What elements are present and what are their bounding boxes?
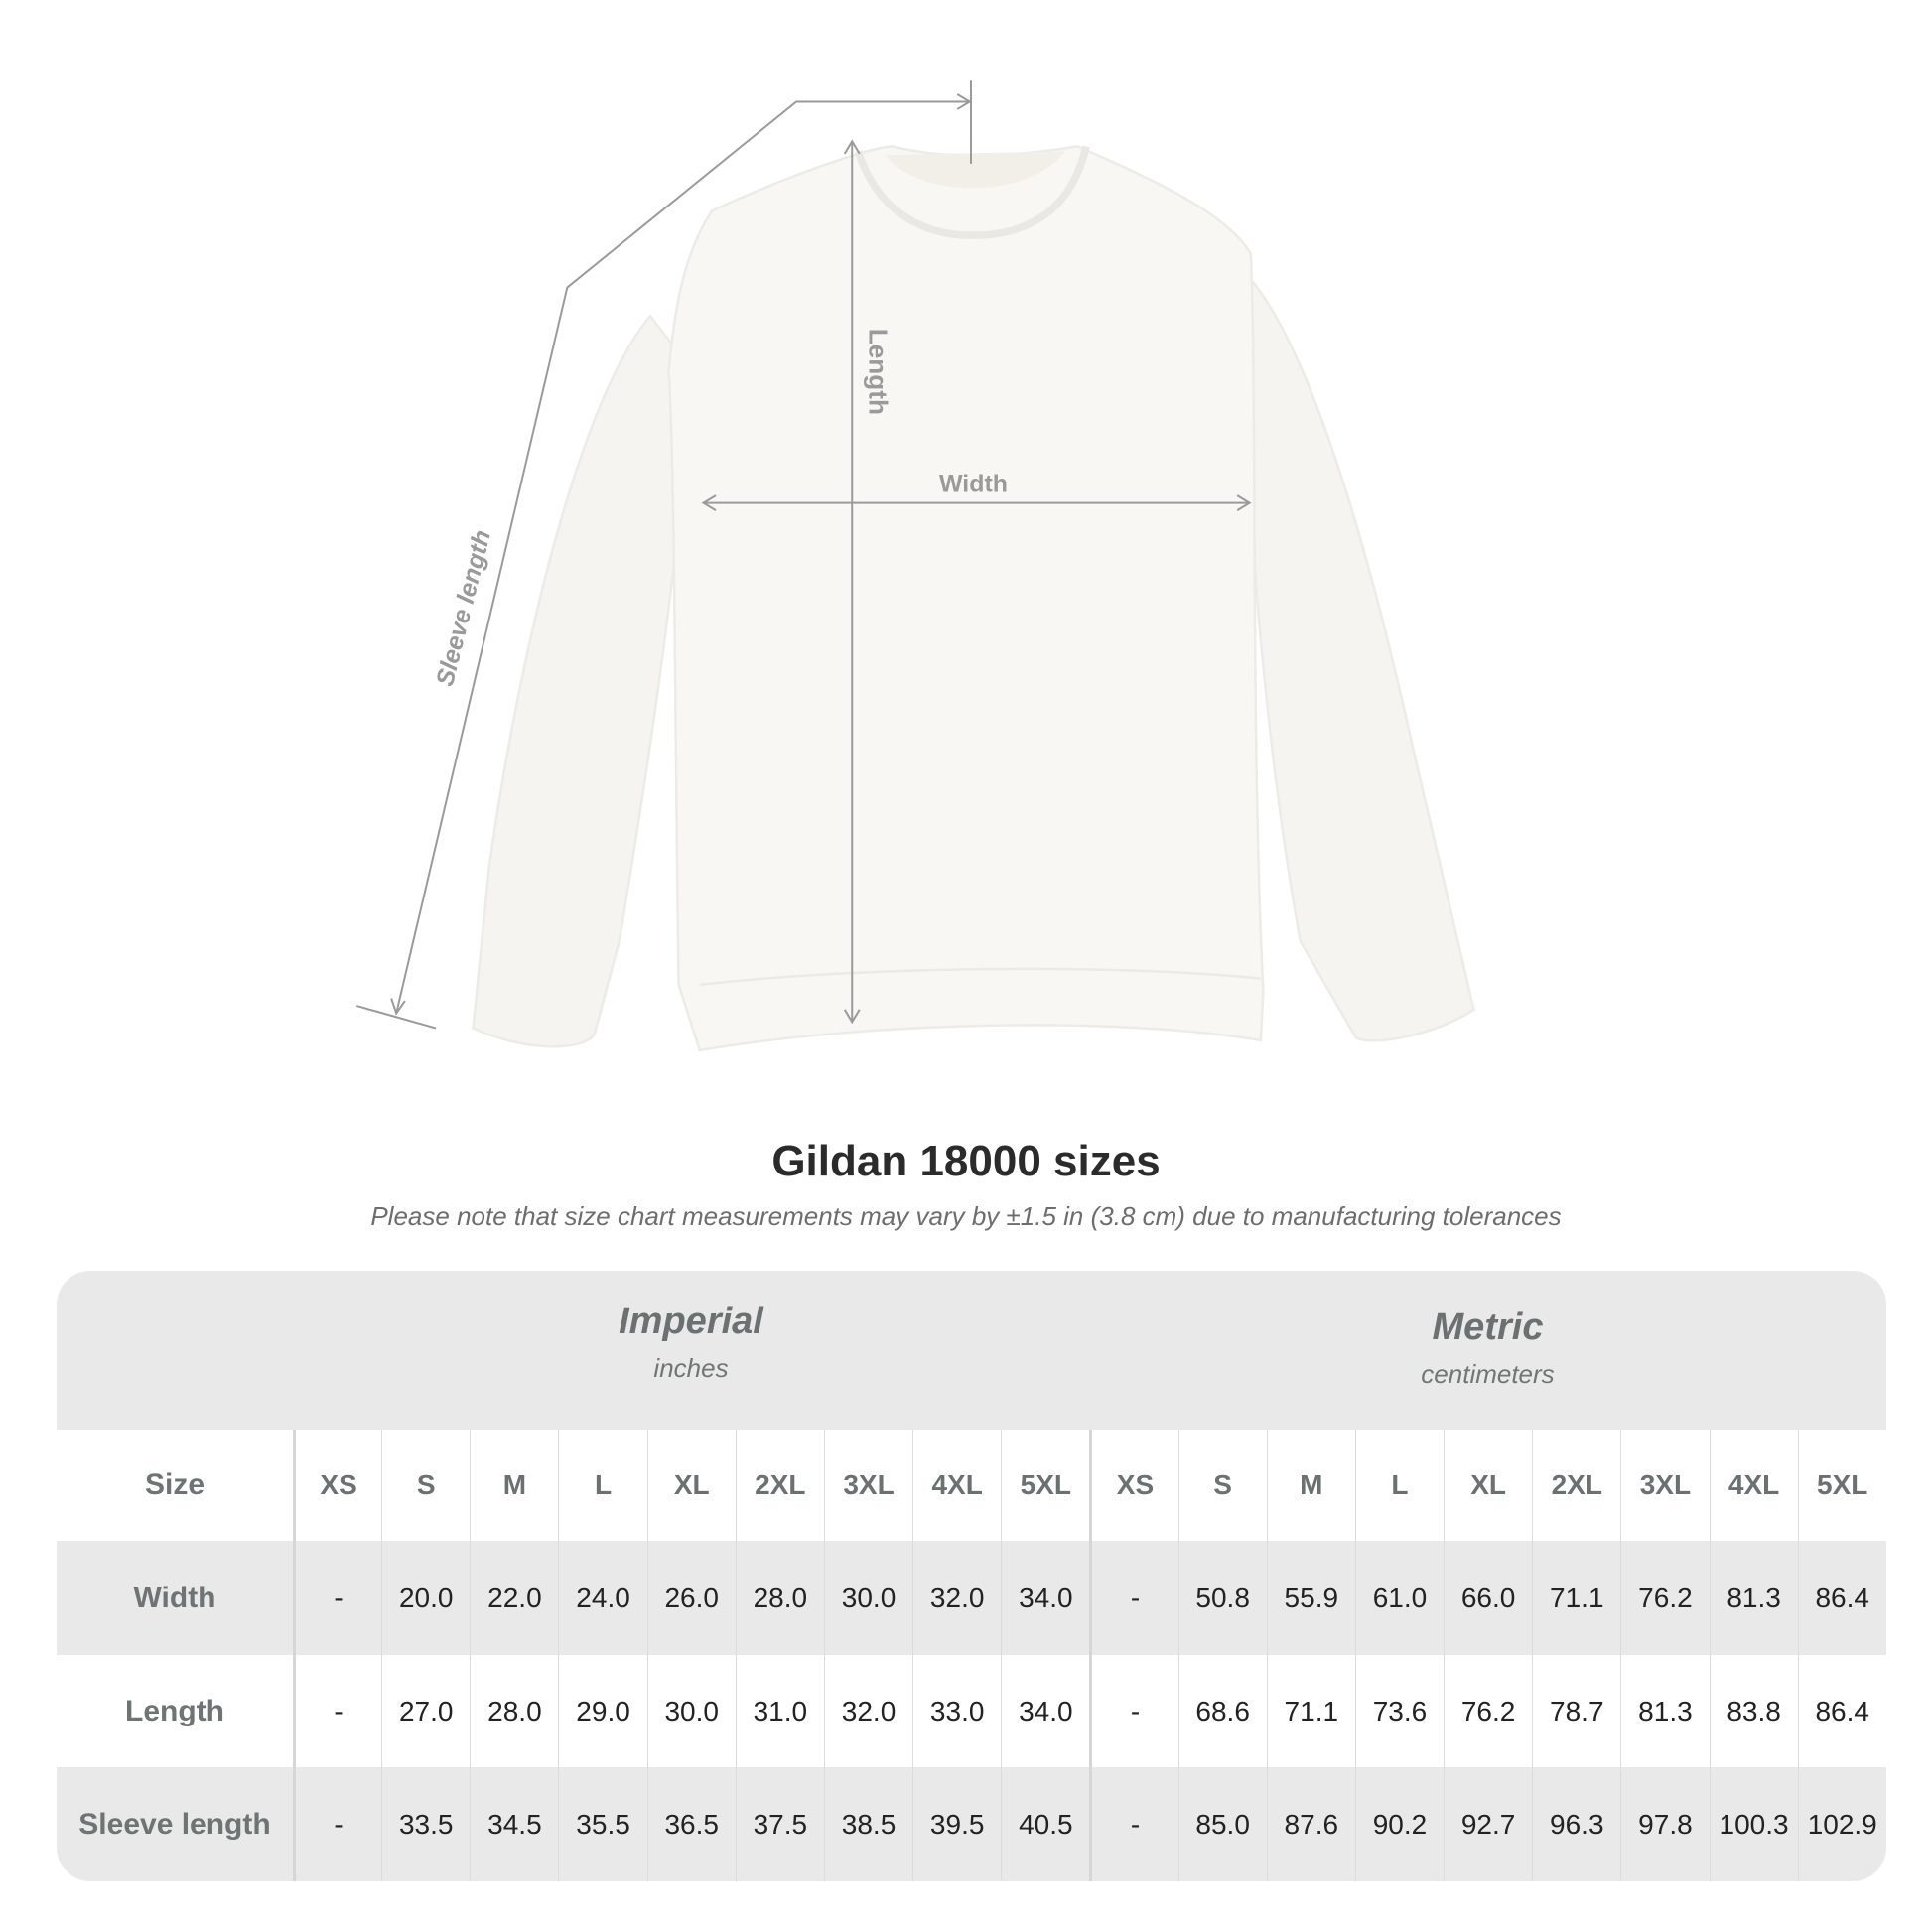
metric-value-cell: - xyxy=(1089,1655,1177,1767)
metric-value-cell: 86.4 xyxy=(1797,1655,1886,1767)
metric-title: Metric xyxy=(1432,1307,1544,1348)
metric-value-cell: 78.7 xyxy=(1532,1655,1620,1767)
width-label: Width xyxy=(939,470,1008,497)
imperial-value-cell: 38.5 xyxy=(823,1767,912,1881)
metric-value-cell: 55.9 xyxy=(1266,1541,1355,1655)
imperial-unit: inches xyxy=(653,1353,729,1383)
metric-value-cell: 71.1 xyxy=(1532,1541,1620,1655)
imperial-value-cell: 20.0 xyxy=(381,1541,470,1655)
metric-size-header: 4XL xyxy=(1709,1430,1798,1541)
imperial-value-cell: 30.0 xyxy=(646,1655,736,1767)
measurement-lines xyxy=(355,80,1252,1030)
metric-size-header: 2XL xyxy=(1532,1430,1620,1541)
imperial-value-cell: 24.0 xyxy=(558,1541,646,1655)
imperial-value-cell: 39.5 xyxy=(912,1767,1001,1881)
imperial-value-cell: 34.5 xyxy=(470,1767,558,1881)
size-header-row: Size XS S M L XL 2XL 3XL 4XL 5XL XS S M L XL 2XL 3XL 4XL 5… xyxy=(57,1430,1886,1541)
imperial-value-cell: - xyxy=(293,1767,381,1881)
metric-value-cell: 102.9 xyxy=(1797,1767,1886,1881)
metric-size-header: XL xyxy=(1444,1430,1532,1541)
imperial-size-header: XS xyxy=(293,1430,381,1541)
table-row: Length -27.0 28.0 29.0 30.0 31.0 32.0 33.0 34.0-… xyxy=(57,1655,1886,1767)
imperial-value-cell: - xyxy=(293,1541,381,1655)
imperial-size-header: S xyxy=(381,1430,470,1541)
row-label: Width xyxy=(133,1581,216,1614)
imperial-value-cell: 33.5 xyxy=(381,1767,470,1881)
imperial-size-header: XL xyxy=(646,1430,736,1541)
imperial-value-cell: 33.0 xyxy=(912,1655,1001,1767)
table-header-band xyxy=(57,1271,1886,1430)
metric-size-header: 5XL xyxy=(1797,1430,1886,1541)
metric-value-cell: 76.2 xyxy=(1620,1541,1709,1655)
metric-value-cell: 97.8 xyxy=(1620,1767,1709,1881)
metric-value-cell: 87.6 xyxy=(1266,1767,1355,1881)
imperial-value-cell: 34.0 xyxy=(1001,1541,1089,1655)
metric-value-cell: 81.3 xyxy=(1709,1541,1798,1655)
metric-value-cell: 83.8 xyxy=(1709,1655,1798,1767)
metric-size-header: L xyxy=(1354,1430,1444,1541)
metric-value-cell: 90.2 xyxy=(1354,1767,1444,1881)
imperial-value-cell: 28.0 xyxy=(470,1655,558,1767)
metric-value-cell: 76.2 xyxy=(1444,1655,1532,1767)
sweatshirt-image xyxy=(472,145,1475,1052)
imperial-size-header: 5XL xyxy=(1001,1430,1089,1541)
size-chart-table: Imperial inches Metric centimeters Size X… xyxy=(57,1271,1886,1881)
imperial-value-cell: - xyxy=(293,1655,381,1767)
imperial-value-cell: 37.5 xyxy=(735,1767,824,1881)
row-label: Sleeve length xyxy=(78,1807,271,1841)
imperial-value-cell: 26.0 xyxy=(646,1541,736,1655)
imperial-size-header: 3XL xyxy=(823,1430,912,1541)
imperial-value-cell: 40.5 xyxy=(1001,1767,1089,1881)
imperial-size-header: 2XL xyxy=(735,1430,824,1541)
length-label: Length xyxy=(864,329,894,415)
imperial-value-cell: 27.0 xyxy=(381,1655,470,1767)
imperial-value-cell: 34.0 xyxy=(1001,1655,1089,1767)
metric-value-cell: 100.3 xyxy=(1709,1767,1798,1881)
imperial-title: Imperial xyxy=(619,1301,763,1342)
metric-value-cell: 71.1 xyxy=(1266,1655,1355,1767)
imperial-value-cell: 32.0 xyxy=(823,1655,912,1767)
metric-value-cell: 81.3 xyxy=(1620,1655,1709,1767)
table-row: Sleeve length -33.5 34.5 35.5 36.5 37.5 38.5 39… xyxy=(57,1767,1886,1881)
metric-value-cell: 96.3 xyxy=(1532,1767,1620,1881)
page-title: Gildan 18000 sizes xyxy=(771,1137,1161,1185)
metric-value-cell: 50.8 xyxy=(1177,1541,1267,1655)
metric-value-cell: - xyxy=(1089,1767,1177,1881)
tolerance-note: Please note that size chart measurements… xyxy=(370,1201,1562,1231)
metric-value-cell: 73.6 xyxy=(1354,1655,1444,1767)
metric-size-header: M xyxy=(1266,1430,1355,1541)
sleeve-length-line xyxy=(395,100,970,1014)
imperial-value-cell: 22.0 xyxy=(470,1541,558,1655)
imperial-value-cell: 32.0 xyxy=(912,1541,1001,1655)
metric-unit: centimeters xyxy=(1421,1359,1555,1389)
metric-size-header: S xyxy=(1177,1430,1267,1541)
metric-value-cell: 66.0 xyxy=(1444,1541,1532,1655)
imperial-size-header: 4XL xyxy=(912,1430,1001,1541)
sleeve-length-label: Sleeve length xyxy=(431,527,496,689)
sweatshirt-illustration: Length Width Sleeve length xyxy=(355,80,1475,1052)
imperial-group-header: Imperial inches xyxy=(293,1301,1089,1384)
metric-size-header: 3XL xyxy=(1620,1430,1709,1541)
metric-value-cell: - xyxy=(1089,1541,1177,1655)
metric-value-cell: 85.0 xyxy=(1177,1767,1267,1881)
metric-value-cell: 68.6 xyxy=(1177,1655,1267,1767)
imperial-value-cell: 31.0 xyxy=(735,1655,824,1767)
metric-group-header: Metric centimeters xyxy=(1089,1307,1886,1390)
row-label: Size xyxy=(144,1468,206,1501)
imperial-size-header: M xyxy=(470,1430,558,1541)
metric-value-cell: 61.0 xyxy=(1354,1541,1444,1655)
imperial-size-header: L xyxy=(558,1430,646,1541)
imperial-value-cell: 36.5 xyxy=(646,1767,736,1881)
metric-size-header: XS xyxy=(1089,1430,1177,1541)
row-label: Length xyxy=(125,1694,224,1727)
imperial-value-cell: 30.0 xyxy=(823,1541,912,1655)
metric-value-cell: 92.7 xyxy=(1444,1767,1532,1881)
metric-value-cell: 86.4 xyxy=(1797,1541,1886,1655)
table-row: Width -20.0 22.0 24.0 26.0 28.0 30.0 32.0 34.0-5… xyxy=(57,1541,1886,1655)
imperial-value-cell: 35.5 xyxy=(558,1767,646,1881)
imperial-value-cell: 29.0 xyxy=(558,1655,646,1767)
imperial-value-cell: 28.0 xyxy=(735,1541,824,1655)
